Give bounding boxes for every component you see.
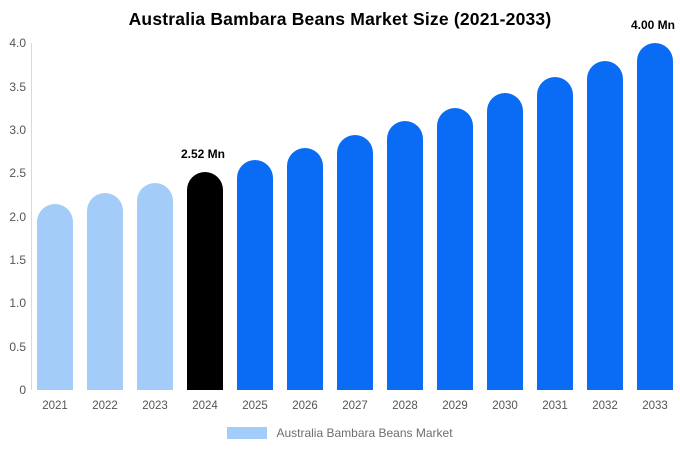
- value-label-2024: 2.52 Mn: [180, 146, 225, 161]
- y-tick-3.0: 3.0: [9, 123, 26, 138]
- legend-label: Australia Bambara Beans Market: [276, 426, 453, 440]
- bar-2032: [587, 60, 623, 390]
- bar-2030: [487, 92, 523, 390]
- bar-2026: [287, 148, 323, 390]
- bar-2025: [237, 160, 273, 390]
- bar-2023: [137, 182, 173, 390]
- x-label-2033: 2033: [642, 400, 668, 412]
- legend: Australia Bambara Beans Market: [0, 426, 680, 440]
- x-label-2029: 2029: [442, 400, 468, 412]
- y-tick-0.5: 0.5: [9, 339, 26, 354]
- x-label-2023: 2023: [142, 400, 168, 412]
- bar-2033: [637, 43, 673, 390]
- y-tick-3.5: 3.5: [9, 79, 26, 94]
- y-axis-line: [31, 43, 32, 390]
- chart-title: Australia Bambara Beans Market Size (202…: [128, 9, 552, 29]
- y-tick-0: 0: [19, 383, 26, 397]
- x-label-2021: 2021: [42, 400, 68, 412]
- bar-2027: [337, 135, 373, 390]
- x-label-2028: 2028: [392, 400, 418, 412]
- x-label-2030: 2030: [492, 400, 518, 412]
- x-label-2027: 2027: [342, 400, 368, 412]
- y-tick-1.0: 1.0: [9, 296, 26, 311]
- y-tick-2.0: 2.0: [9, 209, 26, 224]
- bar-2022: [87, 193, 123, 390]
- x-label-2024: 2024: [192, 400, 218, 412]
- bar-2031: [537, 77, 573, 390]
- bar-2029: [437, 107, 473, 390]
- x-label-2022: 2022: [92, 400, 118, 412]
- legend-swatch: [227, 427, 268, 439]
- x-label-2025: 2025: [242, 400, 268, 412]
- y-tick-2.5: 2.5: [9, 166, 26, 181]
- x-label-2026: 2026: [292, 400, 318, 412]
- value-label-2033: 4.00 Mn: [630, 18, 675, 33]
- x-label-2032: 2032: [592, 400, 618, 412]
- bar-2021: [37, 203, 73, 390]
- y-tick-1.5: 1.5: [9, 253, 26, 268]
- bar-2028: [387, 121, 423, 390]
- y-tick-4.0: 4.0: [9, 36, 26, 51]
- bar-2024: [187, 171, 223, 390]
- x-label-2031: 2031: [542, 400, 568, 412]
